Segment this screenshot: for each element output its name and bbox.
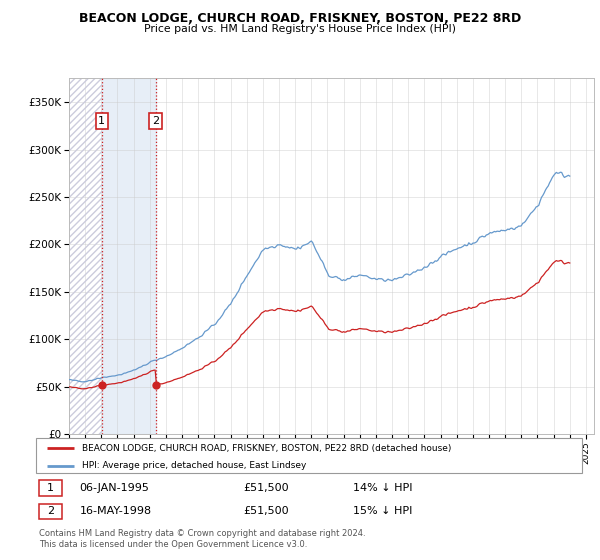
Text: 14% ↓ HPI: 14% ↓ HPI — [353, 483, 412, 493]
Text: Contains HM Land Registry data © Crown copyright and database right 2024.
This d: Contains HM Land Registry data © Crown c… — [39, 529, 365, 549]
Text: 2: 2 — [47, 506, 54, 516]
Text: 1: 1 — [47, 483, 53, 493]
Text: 16-MAY-1998: 16-MAY-1998 — [80, 506, 152, 516]
Text: 06-JAN-1995: 06-JAN-1995 — [80, 483, 149, 493]
Text: HPI: Average price, detached house, East Lindsey: HPI: Average price, detached house, East… — [82, 461, 307, 470]
Bar — [39, 503, 62, 519]
Text: 2: 2 — [152, 116, 160, 126]
Text: 15% ↓ HPI: 15% ↓ HPI — [353, 506, 412, 516]
Bar — [69, 78, 102, 434]
Text: Price paid vs. HM Land Registry's House Price Index (HPI): Price paid vs. HM Land Registry's House … — [144, 24, 456, 34]
Bar — [69, 78, 102, 434]
Text: £51,500: £51,500 — [244, 506, 289, 516]
Text: BEACON LODGE, CHURCH ROAD, FRISKNEY, BOSTON, PE22 8RD (detached house): BEACON LODGE, CHURCH ROAD, FRISKNEY, BOS… — [82, 444, 452, 452]
Text: BEACON LODGE, CHURCH ROAD, FRISKNEY, BOSTON, PE22 8RD: BEACON LODGE, CHURCH ROAD, FRISKNEY, BOS… — [79, 12, 521, 25]
Bar — [39, 480, 62, 496]
Text: 1: 1 — [98, 116, 105, 126]
Bar — [102, 78, 156, 434]
Text: £51,500: £51,500 — [244, 483, 289, 493]
